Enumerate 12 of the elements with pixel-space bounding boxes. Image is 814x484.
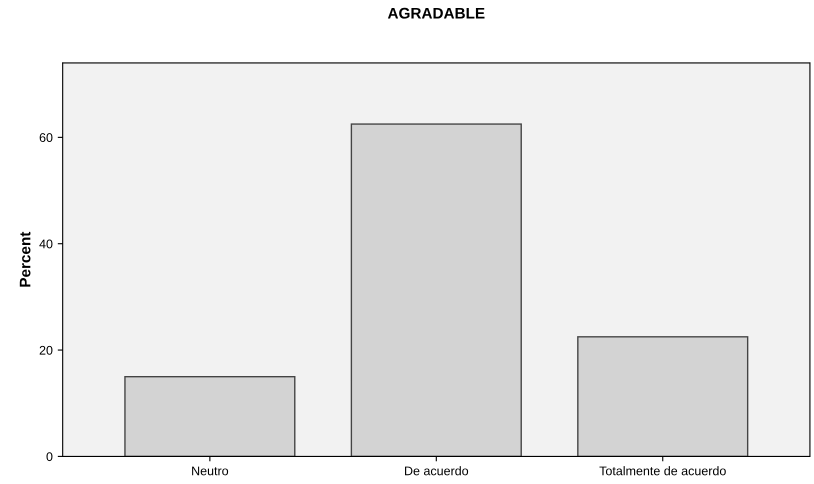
y-tick-label: 20 bbox=[40, 346, 52, 355]
x-tick-label: Neutro bbox=[192, 466, 228, 476]
bar bbox=[577, 336, 748, 456]
y-axis-title: Percent bbox=[20, 232, 30, 287]
y-tick-label: 60 bbox=[40, 133, 52, 142]
chart-title: AGRADABLE bbox=[388, 8, 485, 19]
x-tick-label: Totalmente de acuerdo bbox=[599, 466, 726, 476]
x-tick-label: De acuerdo bbox=[405, 466, 468, 476]
y-tick-label: 40 bbox=[39, 240, 52, 248]
y-tick-label: 0 bbox=[46, 452, 52, 462]
bar bbox=[124, 376, 296, 456]
bar bbox=[350, 123, 522, 456]
